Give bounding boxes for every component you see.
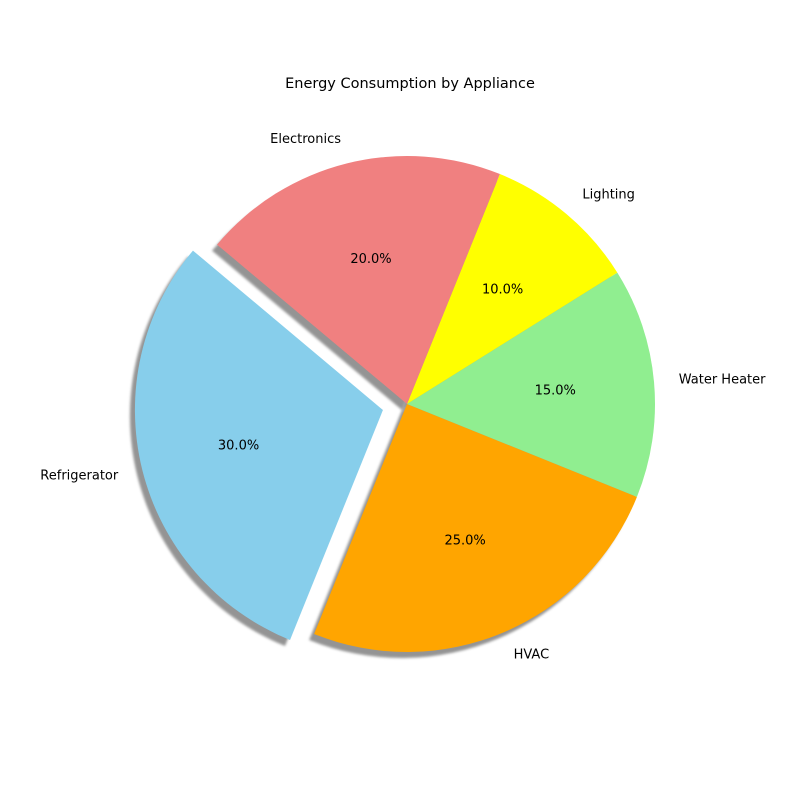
pct-label-electronics: 20.0% xyxy=(350,252,391,267)
pct-label-refrigerator: 30.0% xyxy=(218,439,259,454)
pie-slice-refrigerator xyxy=(134,250,383,640)
category-label-electronics: Electronics xyxy=(270,132,341,147)
category-label-lighting: Lighting xyxy=(582,188,635,203)
category-label-water-heater: Water Heater xyxy=(679,373,766,388)
chart-title: Energy Consumption by Appliance xyxy=(285,76,535,92)
pie-slice-hvac xyxy=(314,404,637,652)
pct-label-lighting: 10.0% xyxy=(482,283,523,298)
pie-slice-water-heater xyxy=(407,272,655,497)
pie-slice-electronics xyxy=(217,156,500,404)
pie-slice-lighting xyxy=(407,174,618,404)
category-label-refrigerator: Refrigerator xyxy=(40,469,119,484)
pct-label-hvac: 25.0% xyxy=(444,533,485,548)
slice-layer xyxy=(134,156,655,652)
category-label-hvac: HVAC xyxy=(514,648,550,663)
pct-label-water-heater: 15.0% xyxy=(535,384,576,399)
label-layer: 30.0% Refrigerator 25.0% HVAC 15.0% Water Hea… xyxy=(40,132,766,663)
